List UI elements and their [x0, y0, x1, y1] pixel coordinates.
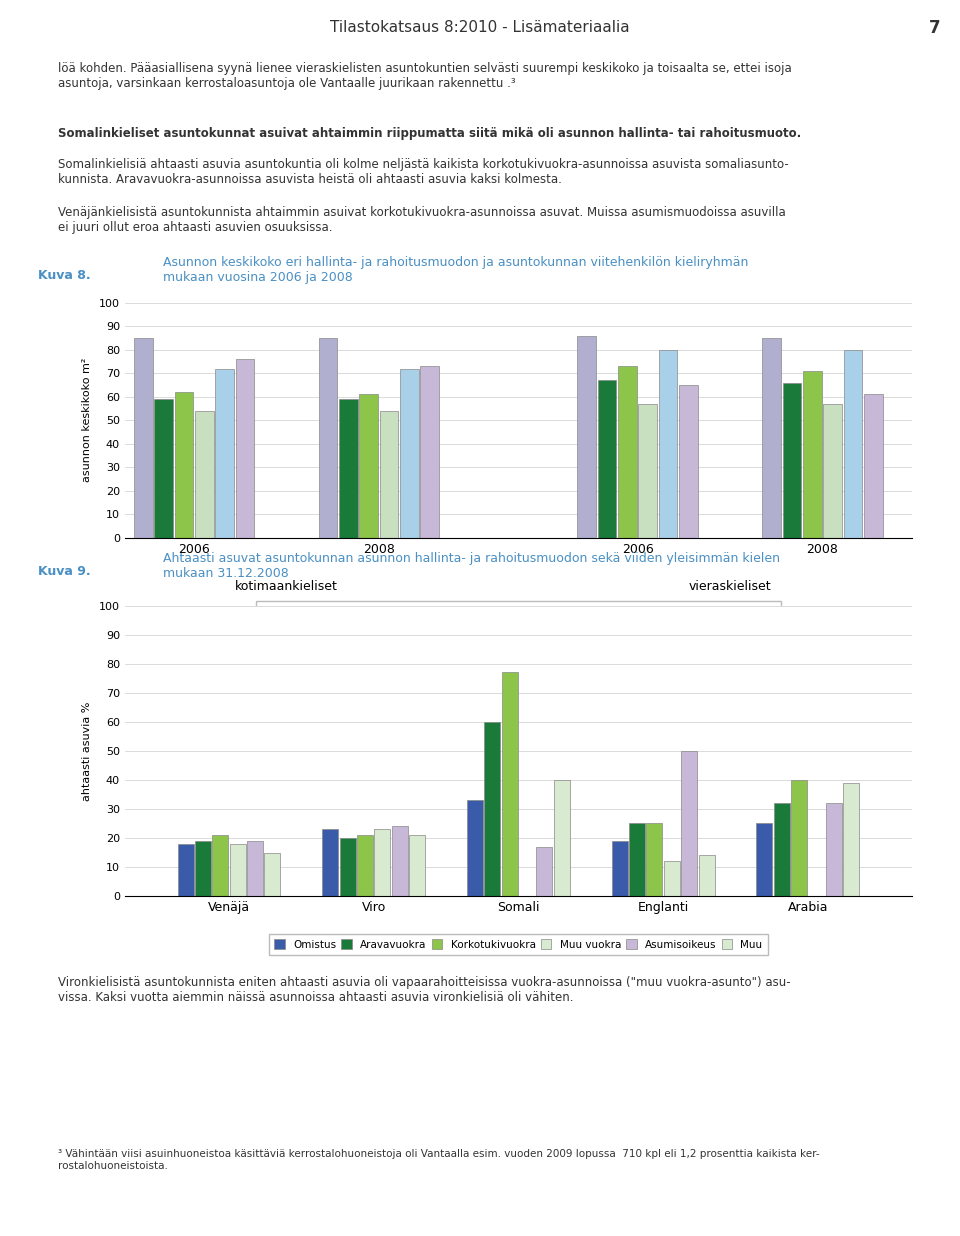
Bar	[762, 339, 780, 538]
Text: Ahtaasti asuvat asuntokunnan asunnon hallinta- ja rahoitusmuodon sekä viiden yle: Ahtaasti asuvat asuntokunnan asunnon hal…	[163, 552, 780, 581]
Bar	[467, 800, 483, 896]
Text: Kuva 8.: Kuva 8.	[38, 268, 91, 282]
Bar	[791, 780, 807, 896]
Bar	[843, 782, 859, 896]
Text: Vironkielisistä asuntokunnista eniten ahtaasti asuvia oli vapaarahoitteisissa vu: Vironkielisistä asuntokunnista eniten ah…	[58, 976, 790, 1005]
Bar	[618, 366, 636, 538]
Bar	[195, 840, 211, 896]
Bar	[577, 336, 596, 538]
Bar	[629, 823, 645, 896]
Text: Somalinkielisiä ahtaasti asuvia asuntokuntia oli kolme neljästä kaikista korkotu: Somalinkielisiä ahtaasti asuvia asuntoku…	[58, 158, 788, 187]
Bar	[844, 350, 862, 538]
Bar	[682, 750, 697, 896]
Bar	[699, 855, 714, 896]
Bar	[175, 392, 193, 538]
Bar	[420, 366, 439, 538]
Text: Tilastokatsaus 8:2010 - Lisämateriaalia: Tilastokatsaus 8:2010 - Lisämateriaalia	[330, 20, 630, 36]
Legend: Omistus, Arava, Korkotuki, Muu vuokra, Asumisoikeus, Muu hallintaperuste: Omistus, Arava, Korkotuki, Muu vuokra, A…	[256, 601, 780, 622]
Text: kotimaankieliset: kotimaankieliset	[235, 580, 338, 593]
Bar	[212, 836, 228, 896]
Bar	[400, 368, 419, 538]
Bar	[215, 368, 234, 538]
Bar	[554, 780, 570, 896]
Text: ³ Vähintään viisi asuinhuoneistoa käsittäviä kerrostalohuoneistoja oli Vantaalla: ³ Vähintään viisi asuinhuoneistoa käsitt…	[58, 1149, 819, 1170]
Bar	[392, 827, 408, 896]
Bar	[679, 386, 698, 538]
Bar	[409, 836, 425, 896]
Bar	[826, 803, 842, 896]
Text: Venäjänkielisistä asuntokunnista ahtaimmin asuivat korkotukivuokra-asunnoissa as: Venäjänkielisistä asuntokunnista ahtaimm…	[58, 206, 785, 235]
Bar	[646, 823, 662, 896]
Bar	[359, 394, 378, 538]
Bar	[659, 350, 678, 538]
Bar	[663, 861, 680, 896]
Bar	[319, 339, 337, 538]
Bar	[339, 399, 358, 538]
Bar	[195, 410, 214, 538]
Text: Asunnon keskikoko eri hallinta- ja rahoitusmuodon ja asuntokunnan viitehenkilön : Asunnon keskikoko eri hallinta- ja rahoi…	[163, 256, 749, 284]
Bar	[264, 853, 280, 896]
Bar	[178, 844, 194, 896]
Bar	[823, 404, 842, 538]
Bar	[229, 844, 246, 896]
Bar	[357, 836, 373, 896]
Bar	[380, 410, 398, 538]
Bar	[374, 829, 391, 896]
Bar	[537, 847, 552, 896]
Text: löä kohden. Pääasiallisena syynä lienee vieraskielisten asuntokuntien selvästi s: löä kohden. Pääasiallisena syynä lienee …	[58, 62, 791, 90]
Bar	[803, 371, 822, 538]
Bar	[485, 722, 500, 896]
Bar	[134, 339, 153, 538]
Bar	[502, 672, 517, 896]
Bar	[247, 840, 263, 896]
Bar	[598, 381, 616, 538]
Bar	[756, 823, 773, 896]
Text: Somalinkieliset asuntokunnat asuivat ahtaimmin riippumatta siitä mikä oli asunno: Somalinkieliset asuntokunnat asuivat aht…	[58, 127, 801, 140]
Text: 7: 7	[929, 19, 941, 37]
Text: vieraskieliset: vieraskieliset	[688, 580, 771, 593]
Bar	[612, 840, 628, 896]
Bar	[340, 838, 355, 896]
Bar	[782, 383, 802, 538]
Bar	[638, 404, 657, 538]
Text: Kuva 9.: Kuva 9.	[38, 565, 91, 578]
Y-axis label: asunnon keskikoko m²: asunnon keskikoko m²	[82, 358, 92, 482]
Y-axis label: ahtaasti asuvia %: ahtaasti asuvia %	[82, 701, 92, 801]
Bar	[774, 803, 790, 896]
Bar	[323, 829, 338, 896]
Bar	[864, 394, 882, 538]
Legend: Omistus, Aravavuokra, Korkotukivuokra, Muu vuokra, Asumisoikeus, Muu: Omistus, Aravavuokra, Korkotukivuokra, M…	[269, 934, 768, 954]
Bar	[155, 399, 173, 538]
Bar	[235, 360, 254, 538]
